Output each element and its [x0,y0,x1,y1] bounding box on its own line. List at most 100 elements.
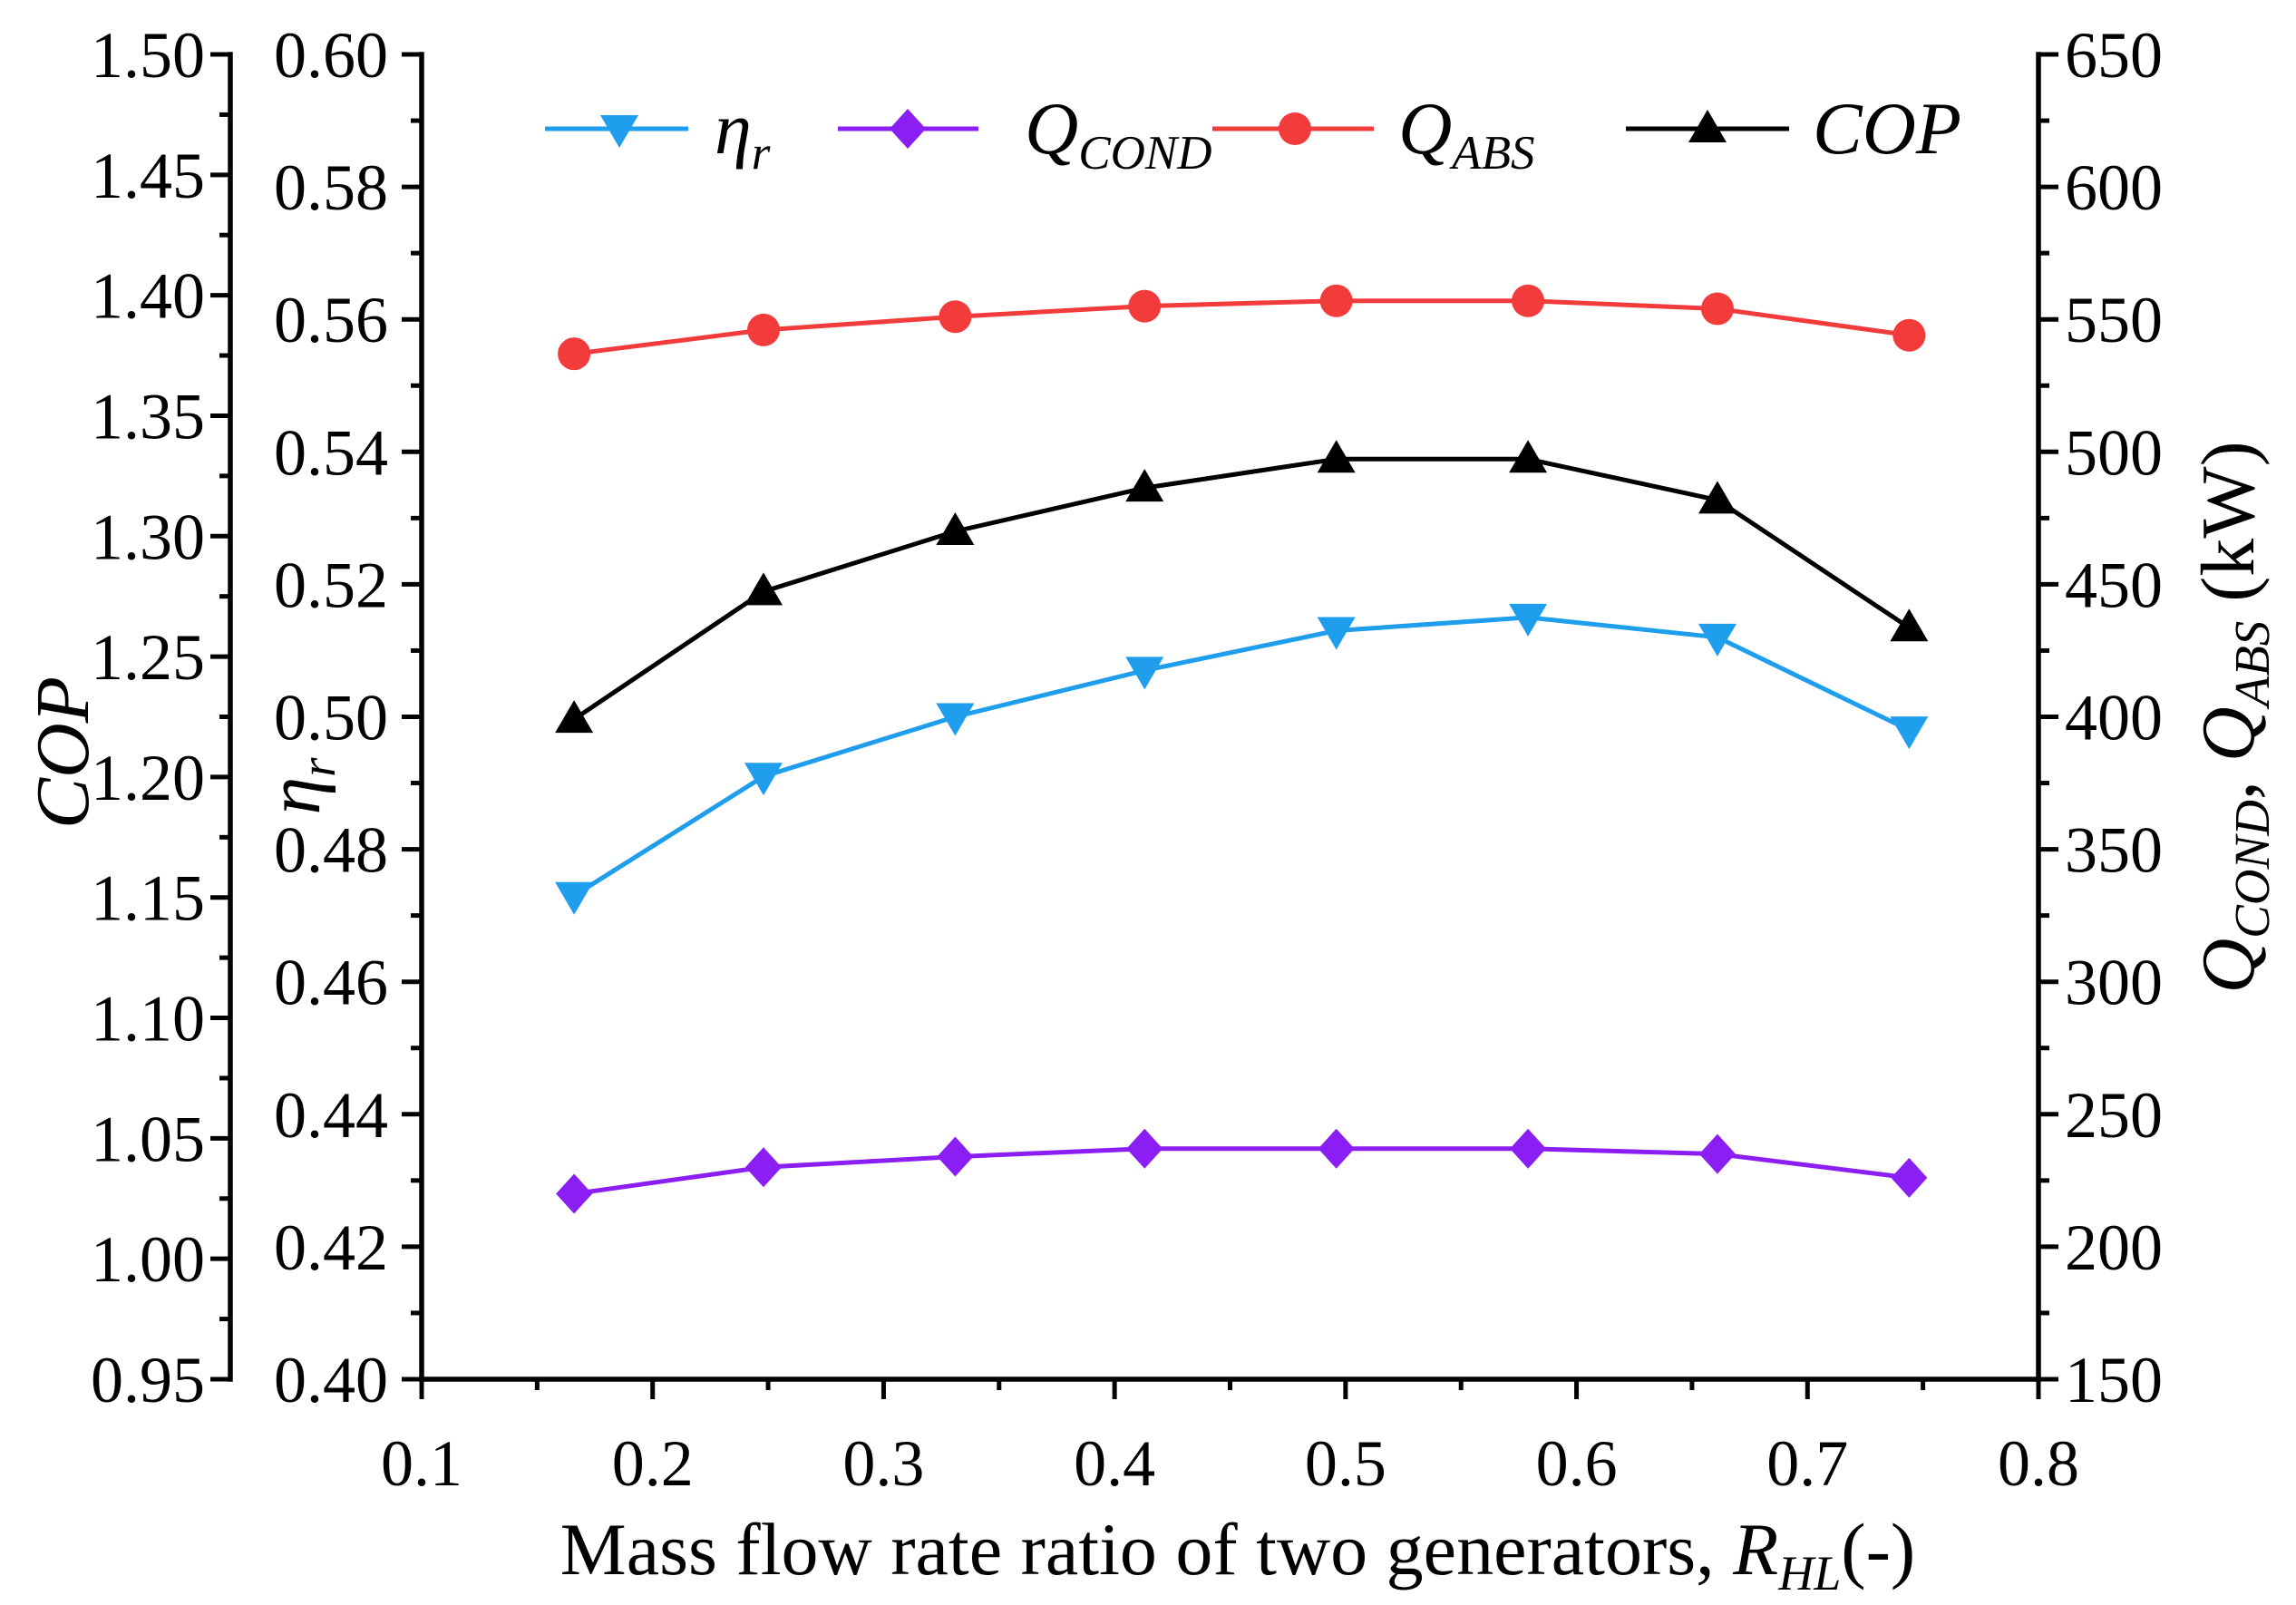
q-abs-point [746,313,780,346]
q-cond-series-line [573,1146,1910,1196]
q-abs-point [1512,284,1545,317]
eta-r-point [1890,716,1929,750]
q-cond-point [556,1173,593,1214]
eta-axis-tick-label: 0.44 [274,1079,388,1152]
q-axis-title-subscript: COND [2224,800,2280,939]
q-cond-point [744,1147,782,1188]
eta-axis-tick-label: 0.52 [274,549,388,621]
q-abs-point [558,337,591,371]
q-cond-point [1698,1133,1736,1174]
cop-point [1509,440,1548,473]
q-abs-series-line [573,298,1910,356]
q-axis-tick-label: 250 [2065,1079,2163,1152]
eta-axis-tick-label: 0.56 [274,284,388,356]
q-axis-title-separator: , [2186,762,2271,800]
legend-label-q-abs: QABS [1398,87,1534,180]
x-axis-title: Mass flow rate ratio of two generators, … [560,1508,1915,1600]
legend-symbols [545,109,1789,149]
x-axis-title-suffix: (-) [1841,1508,1915,1590]
q-axis-tick-label: 550 [2065,284,2163,356]
q-abs-point [1128,289,1162,323]
q-axis-tick-label: 400 [2065,682,2163,754]
eta-r-point [1317,617,1356,650]
q-axis-title-unit: (kW) [2186,441,2271,620]
cop-axis-tick-label: 1.10 [91,983,205,1055]
q-axis-title-symbol-2: Q [2186,706,2271,762]
cop-point [744,572,783,606]
legend-q-cond-symbol: Q [1025,87,1078,170]
cop-axis-title: COP [21,676,105,829]
x-tick-label: 0.8 [1998,1427,2079,1500]
cop-point [1125,469,1164,502]
q-abs-legend-marker [1279,112,1311,145]
q-abs-point [1319,284,1353,317]
eta-axis-tick-label: 0.42 [274,1211,388,1284]
eta-r-point [936,703,975,736]
legend-eta-subscript: r [752,127,771,180]
x-tick-label: 0.7 [1766,1427,1848,1500]
legend-cop-symbol: COP [1813,87,1961,170]
x-tick-label: 0.5 [1305,1427,1386,1500]
cop-point [1317,440,1356,473]
q-axis-tick-label: 600 [2065,151,2163,224]
cop-axis-tick-label: 1.15 [91,862,205,935]
x-tick-label: 0.2 [612,1427,694,1500]
q-axis-title: QCOND, QABS (kW) [2186,441,2280,993]
eta-r-point [744,763,783,796]
x-tick-label: 0.4 [1074,1427,1155,1500]
cop-point [1890,608,1929,642]
q-cond-point [1510,1128,1547,1169]
cop-axis-tick-label: 1.05 [91,1103,205,1175]
eta-r-legend-marker [600,115,638,148]
q-cond-point [937,1136,974,1177]
legend-label-eta-r: ηr [715,87,771,180]
cop-axis-tick-label: 1.00 [91,1223,205,1296]
legend-label-q-cond: QCOND [1025,87,1211,180]
eta-axis-tick-label: 0.48 [274,814,388,887]
cop-point [936,511,975,545]
x-axis-title-text: Mass flow rate ratio of two generators, [560,1508,1733,1590]
q-axis-tick-label: 300 [2065,947,2163,1019]
q-abs-point [1700,292,1734,326]
eta-axis-tick-label: 0.58 [274,151,388,224]
eta-axis-title-subscript: r [290,757,345,777]
legend-labels: ηr QCOND QABS COP [715,87,1961,180]
q-axis-title-symbol: Q [2186,939,2271,994]
q-axis-tick-label: 200 [2065,1211,2163,1284]
cop-axis-tick-label: 1.35 [91,380,205,452]
cop-legend-marker [1688,110,1727,142]
legend-q-abs-subscript: ABS [1449,127,1534,180]
eta-axis-tick-label: 0.54 [274,416,388,489]
eta-r-point [1509,603,1548,637]
x-tick-label: 0.1 [381,1427,462,1500]
q-axis-tick-label: 450 [2065,549,2163,621]
q-abs-point [939,300,972,334]
cop-axis-tick-label: 1.30 [91,501,205,573]
cop-point [1698,481,1737,514]
cop-series-line [572,456,1911,722]
eta-r-point [555,881,594,915]
eta-r-series-line [572,615,1911,898]
q-cond-legend-marker [890,109,926,149]
axis-ticks: 0.1 0.2 0.3 0.4 0.5 0.6 0.7 0.8 0.95 1.00 1.05 1.10… [91,19,2163,1500]
x-tick-label: 0.6 [1536,1427,1618,1500]
cop-axis-tick-label: 1.25 [91,621,205,694]
cop-axis-tick-label: 1.20 [91,742,205,814]
cop-axis-title-symbol: COP [21,676,105,829]
eta-r-point [1125,657,1164,690]
cop-point [555,700,594,734]
q-axis-tick-label: 650 [2065,19,2163,92]
x-axis-title-subscript: HL [1777,1546,1841,1600]
q-abs-point [1892,318,1926,352]
data-series [555,284,1929,1214]
legend-eta-symbol: η [715,87,752,170]
legend-q-cond-subscript: COND [1078,127,1211,180]
cop-axis-tick-label: 1.40 [91,260,205,333]
eta-axis-tick-label: 0.40 [274,1344,388,1416]
eta-axis-title-symbol: η [252,777,336,815]
cop-axis-tick-label: 1.45 [91,140,205,212]
eta-axis-title: ηr [252,757,345,815]
cop-axis-tick-label: 0.95 [91,1344,205,1416]
